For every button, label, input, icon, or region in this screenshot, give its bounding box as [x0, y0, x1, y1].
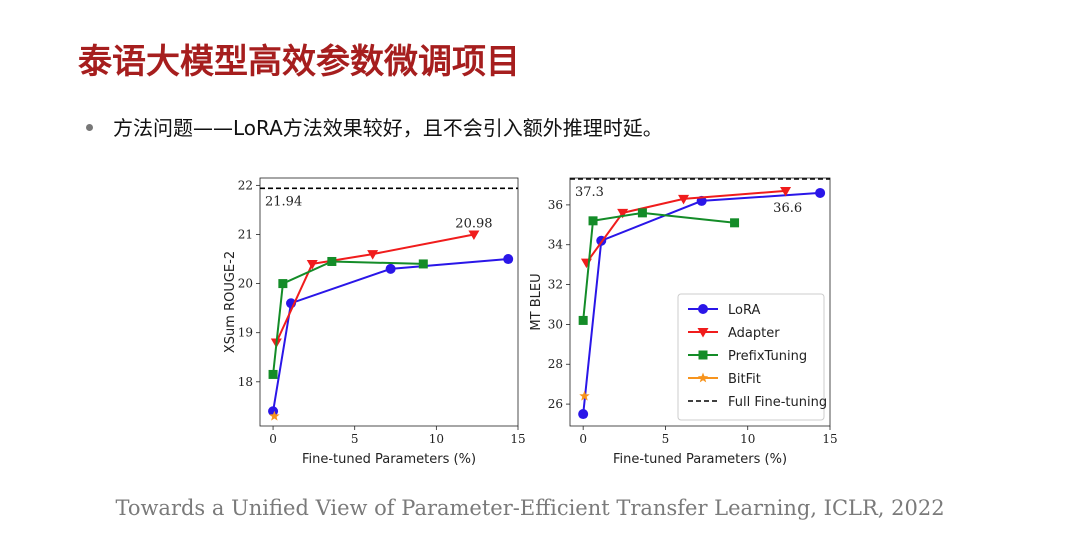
- y-tick-label: 22: [238, 178, 253, 192]
- x-axis-label: Fine-tuned Parameters (%): [302, 452, 476, 467]
- legend-marker-adapter: [697, 328, 709, 338]
- data-point-prefixtuning: [268, 369, 278, 379]
- legend-label-adapter: Adapter: [728, 326, 780, 341]
- chart-figure: 0 5 10 15 18 19 20 21 22 Fine-tuned Parameters (%…: [223, 177, 838, 467]
- bullet-point: 方法问题——LoRA方法效果较好，且不会引入额外推理时延。: [86, 112, 663, 141]
- full-finetuning-value-label: 21.94: [265, 194, 302, 209]
- data-annotation-label: 36.6: [773, 201, 802, 216]
- data-point-prefixtuning: [637, 208, 647, 218]
- legend-marker-lora: [698, 304, 708, 314]
- x-tick-label: 10: [429, 432, 444, 446]
- chart-xsum: 0 5 10 15 18 19 20 21 22 Fine-tuned Parameters (%…: [223, 177, 526, 467]
- citation-caption: Towards a Unified View of Parameter-Effi…: [115, 496, 945, 520]
- y-tick-label: 20: [238, 277, 253, 291]
- y-tick-label: 18: [238, 375, 253, 389]
- data-point-prefixtuning: [278, 279, 288, 289]
- legend-label-lora: LoRA: [728, 303, 760, 318]
- data-point-prefixtuning: [327, 256, 337, 266]
- legend-box: [677, 293, 825, 421]
- data-point-lora: [385, 263, 396, 274]
- data-point-adapter: [468, 230, 480, 240]
- full-finetuning-value-label: 37.3: [575, 185, 604, 200]
- data-point-lora: [268, 406, 279, 417]
- y-axis-label: MT BLEU: [529, 273, 544, 330]
- data-annotation-label: 20.98: [455, 216, 492, 231]
- bullet-text: 方法问题——LoRA方法效果较好，且不会引入额外推理时延。: [113, 116, 663, 140]
- series-line-lora: [582, 191, 821, 415]
- data-point-lora: [815, 187, 826, 198]
- legend-label-bitfit: BitFit: [728, 372, 761, 387]
- series-line-adapter: [585, 189, 786, 264]
- x-tick-label: 15: [822, 432, 837, 446]
- x-tick-label: 10: [740, 432, 755, 446]
- legend-marker-prefixtuning: [698, 350, 708, 360]
- y-tick-label: 19: [238, 326, 253, 340]
- data-point-lora: [578, 409, 589, 420]
- y-tick-label: 32: [548, 278, 563, 292]
- y-tick-label: 36: [548, 198, 563, 212]
- x-axis-label: Fine-tuned Parameters (%): [613, 452, 787, 467]
- data-point-prefixtuning: [578, 315, 588, 325]
- slide-title: 泰语大模型高效参数微调项目: [78, 42, 520, 82]
- y-tick-label: 28: [548, 357, 563, 371]
- y-tick-label: 30: [548, 317, 563, 331]
- x-tick-label: 5: [351, 432, 359, 446]
- figure-panel: 0 5 10 15 18 19 20 21 22 Fine-tuned Parameters (%…: [222, 168, 844, 474]
- series-line-prefixtuning: [272, 260, 424, 375]
- data-point-adapter: [367, 250, 379, 260]
- x-tick-label: 15: [510, 432, 525, 446]
- y-tick-label: 34: [548, 238, 564, 252]
- data-point-prefixtuning: [730, 218, 740, 228]
- series-line-adapter: [275, 233, 475, 343]
- data-point-adapter: [306, 259, 318, 270]
- data-point-bitfit: [579, 390, 590, 401]
- plot-area: [259, 177, 519, 427]
- series-line-lora: [272, 258, 509, 412]
- data-point-adapter: [678, 194, 690, 205]
- legend-label-full-fine-tuning: Full Fine-tuning: [728, 395, 827, 410]
- x-tick-label: 0: [269, 432, 277, 446]
- data-point-lora: [503, 254, 514, 265]
- x-tick-label: 0: [579, 432, 587, 446]
- series-line-prefixtuning: [582, 211, 735, 321]
- legend-label-prefixtuning: PrefixTuning: [728, 349, 807, 364]
- data-point-bitfit: [269, 410, 280, 421]
- y-tick-label: 21: [238, 227, 253, 241]
- data-point-adapter: [617, 208, 629, 219]
- chart-mt: 0 5 10 15 26 28 30 32 34 36 Fine-tuned Parameters …: [529, 177, 838, 467]
- data-point-prefixtuning: [588, 216, 598, 226]
- x-tick-label: 5: [662, 432, 670, 446]
- data-point-adapter: [780, 186, 792, 197]
- legend-marker-bitfit: [697, 372, 709, 383]
- data-point-prefixtuning: [418, 259, 428, 269]
- y-tick-label: 26: [548, 397, 563, 411]
- y-axis-label: XSum ROUGE-2: [223, 251, 238, 353]
- bullet-dot-icon: [86, 124, 93, 131]
